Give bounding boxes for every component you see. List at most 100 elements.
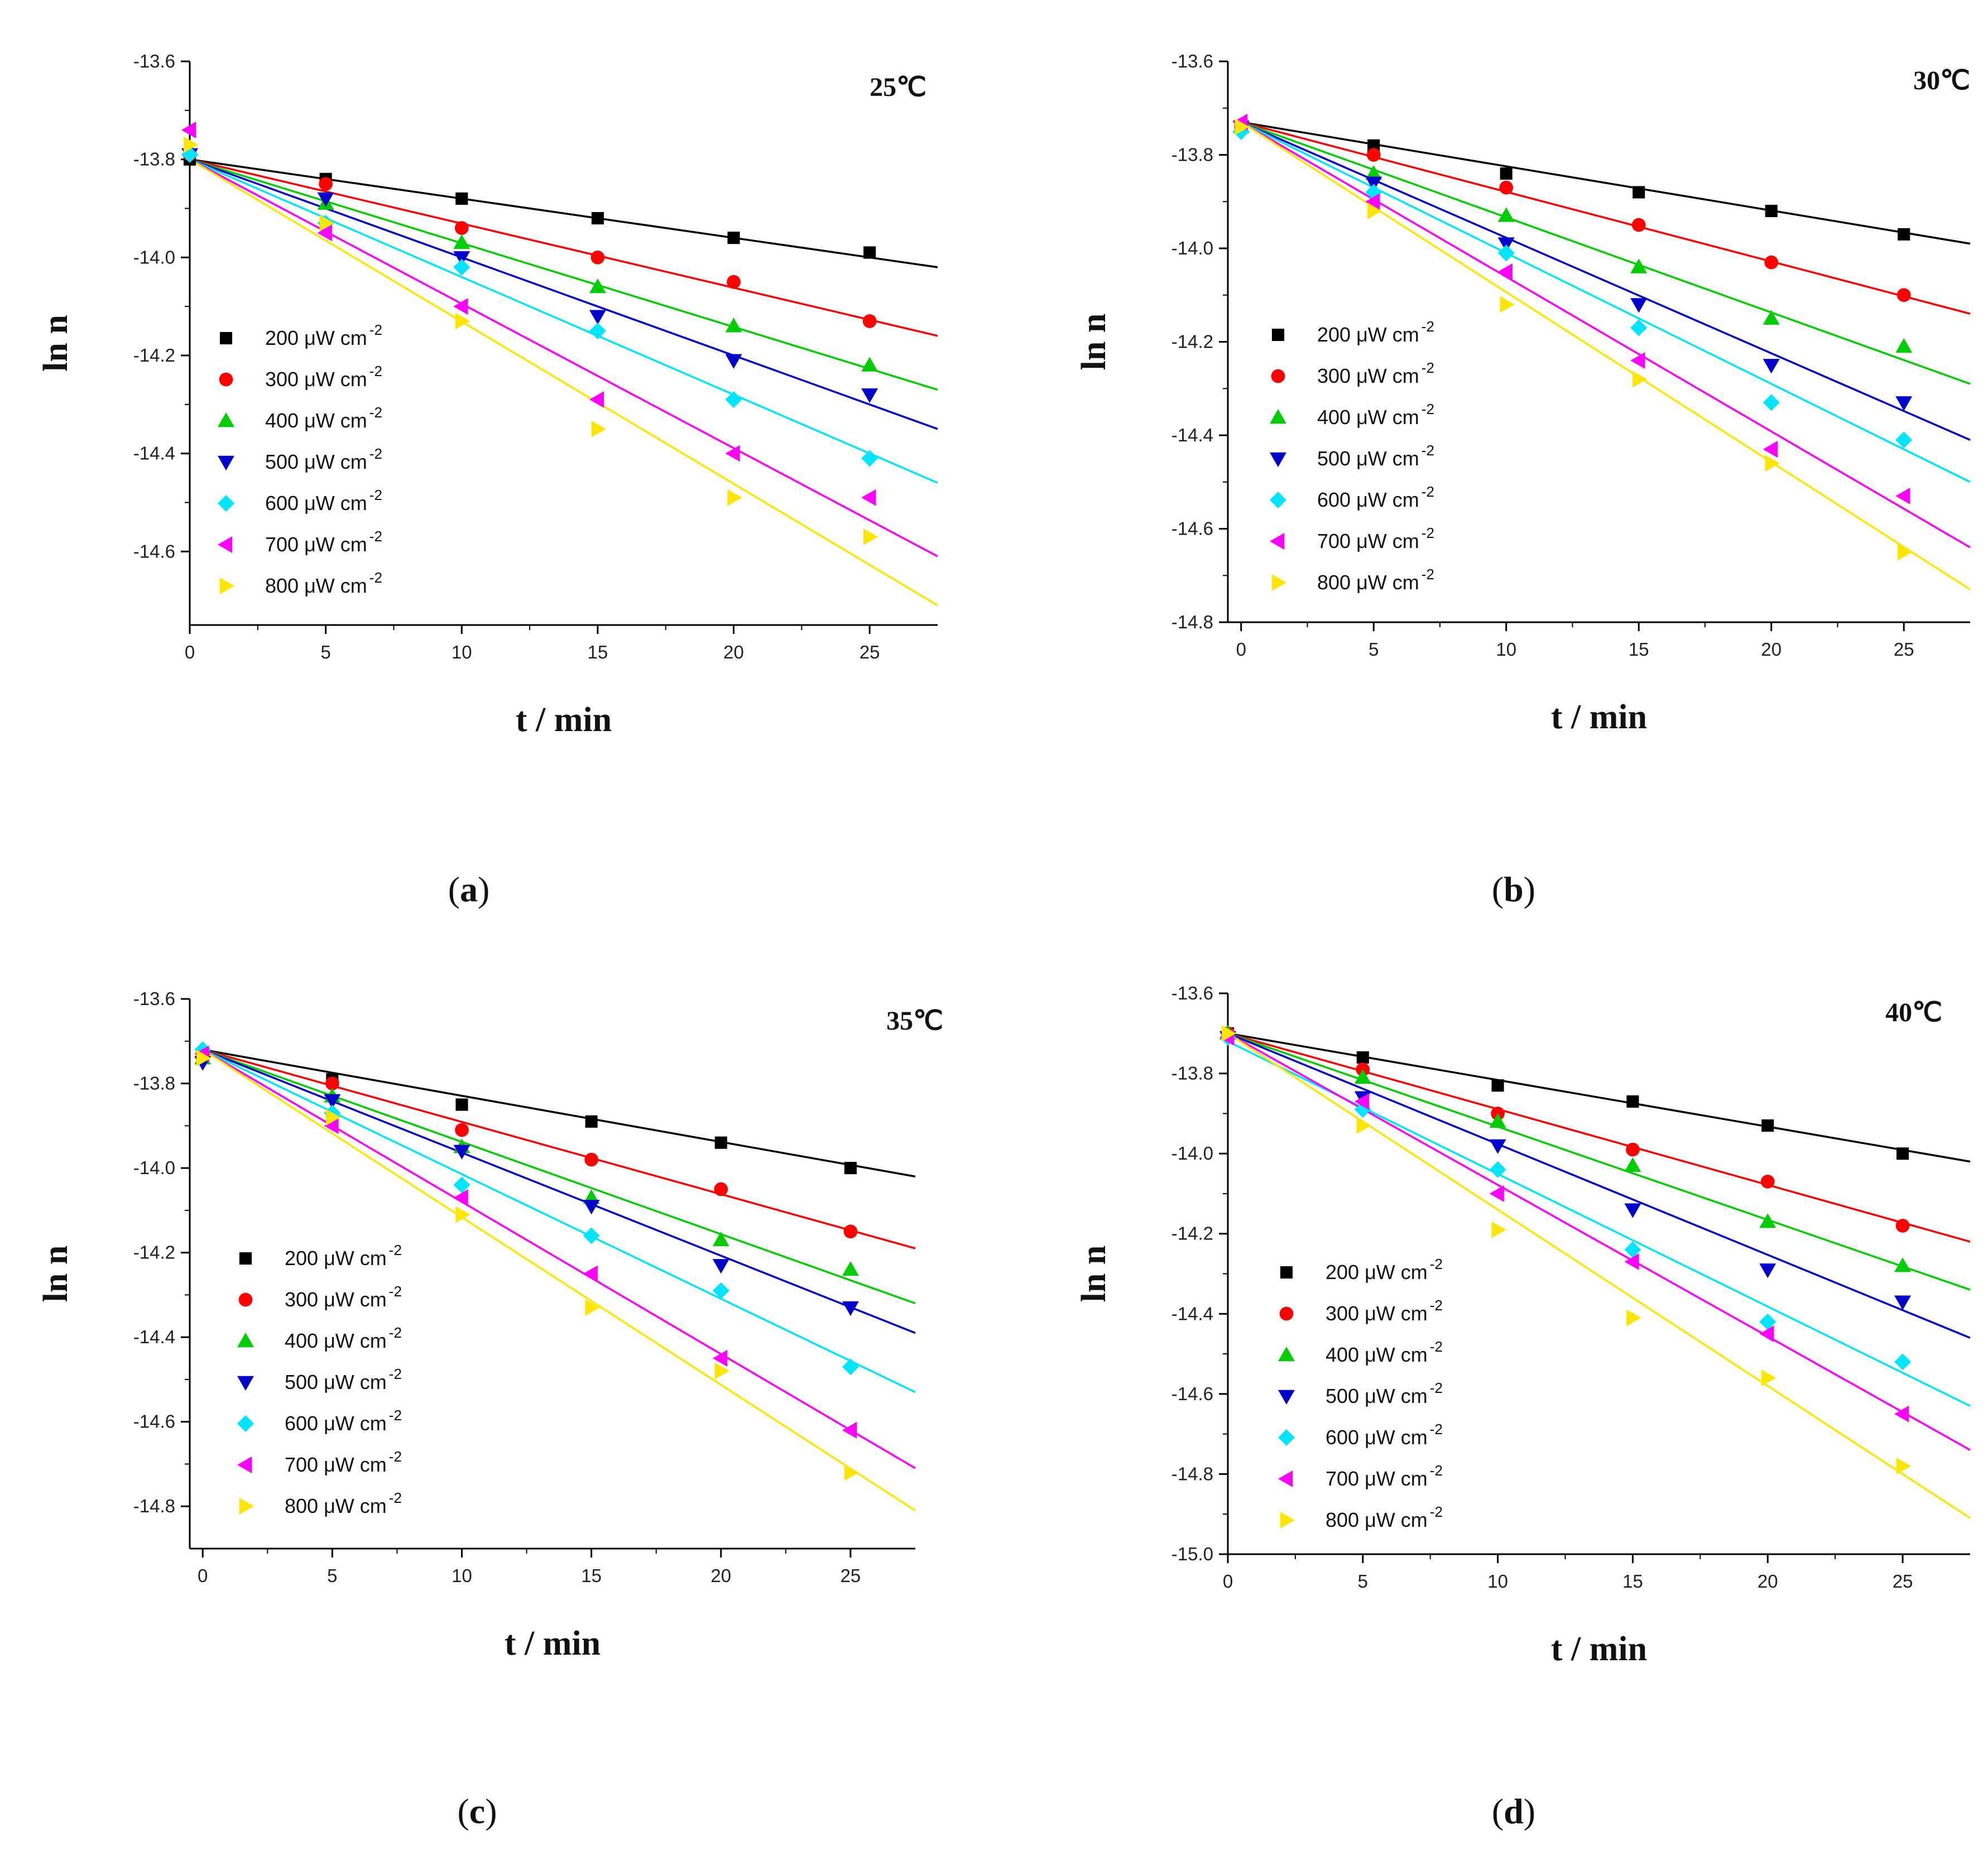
legend-label: 700 μW cm -2: [1326, 1462, 1443, 1490]
y-tick-label: -14.0: [133, 1157, 175, 1178]
legend-marker: [218, 536, 233, 553]
data-point: [1624, 1203, 1641, 1218]
data-point: [1759, 1263, 1776, 1279]
legend-marker: [219, 372, 233, 387]
x-tick-label: 0: [1223, 1571, 1233, 1592]
y-tick-label: -14.4: [1171, 425, 1213, 445]
data-point: [325, 1076, 339, 1090]
y-tick-label: -15.0: [1171, 1544, 1213, 1564]
fit-line-3: [189, 158, 938, 391]
panel-title: 25℃: [870, 73, 926, 102]
legend-marker: [219, 578, 234, 594]
data-point: [1760, 1175, 1775, 1189]
legend-marker: [1278, 1429, 1295, 1446]
y-tick-label: -13.6: [133, 988, 175, 1009]
data-point: [324, 1117, 339, 1135]
y-tick-label: -13.6: [133, 51, 175, 71]
x-tick-label: 20: [723, 642, 744, 662]
data-point: [861, 357, 878, 372]
data-point: [714, 1182, 728, 1196]
fit-line-5: [1240, 121, 1971, 483]
legend-label: 500 μW cm -2: [265, 445, 382, 473]
legend-label: 400 μW cm -2: [265, 404, 382, 432]
data-point: [1763, 441, 1778, 458]
data-point: [1765, 455, 1780, 472]
data-point: [1894, 1405, 1909, 1422]
legend-label: 300 μW cm -2: [1326, 1297, 1443, 1325]
data-point: [1895, 338, 1913, 353]
legend-marker: [1271, 574, 1286, 591]
x-tick-label: 15: [581, 1565, 602, 1586]
data-point: [1354, 1093, 1370, 1110]
data-point: [181, 122, 196, 138]
y-tick-label: -14.0: [1171, 238, 1213, 258]
data-point: [1489, 1185, 1504, 1202]
data-point: [1759, 1313, 1776, 1330]
fit-line-4: [202, 1049, 916, 1334]
legend-label: 400 μW cm -2: [285, 1324, 402, 1352]
data-point: [1235, 118, 1250, 136]
panel-title: 35℃: [886, 1006, 943, 1036]
y-axis-label: ln n: [1075, 314, 1113, 371]
legend-marker: [1278, 1470, 1293, 1487]
fit-line-1: [202, 1049, 916, 1177]
legend-marker: [237, 1457, 252, 1473]
data-point: [1764, 255, 1779, 270]
legend-marker: [1279, 1306, 1294, 1321]
legend-marker: [218, 412, 234, 427]
data-point: [1896, 288, 1911, 302]
data-point: [712, 1282, 729, 1299]
data-point: [1626, 1095, 1639, 1108]
legend-label: 800 μW cm -2: [1326, 1503, 1443, 1531]
legend-label: 500 μW cm -2: [1326, 1380, 1443, 1407]
y-tick-label: -14.2: [1171, 1223, 1213, 1244]
data-point: [183, 136, 198, 153]
legend-label: 800 μW cm -2: [285, 1489, 402, 1517]
y-tick-label: -13.6: [1171, 983, 1213, 1003]
y-tick-label: -14.6: [1171, 518, 1213, 539]
data-point: [585, 1115, 598, 1128]
data-point: [589, 310, 606, 325]
x-tick-label: 10: [1496, 639, 1516, 660]
data-point: [1761, 1119, 1774, 1132]
data-point: [1895, 487, 1910, 504]
data-point: [1366, 148, 1381, 162]
data-point: [1632, 186, 1645, 199]
x-tick-label: 0: [198, 1565, 208, 1586]
chart-panel-4: 0 5 10 15 20 25 -13.6 -13.8 -14.0 -14.2 -14.4 -14.6…: [1075, 983, 1971, 1668]
data-point: [584, 1152, 598, 1167]
data-point: [1365, 184, 1382, 201]
x-tick-label: 5: [327, 1565, 337, 1586]
data-point: [1895, 396, 1913, 411]
data-point: [196, 1050, 212, 1067]
data-point: [1356, 1117, 1371, 1134]
data-point: [1759, 1213, 1776, 1228]
data-point: [1765, 204, 1778, 218]
y-tick-label: -14.4: [133, 1326, 175, 1347]
data-point: [590, 250, 605, 265]
y-tick-label: -14.4: [133, 443, 175, 464]
data-point: [589, 278, 606, 294]
fit-line-7: [202, 1049, 916, 1512]
data-point: [1624, 1157, 1641, 1172]
data-point: [1500, 296, 1515, 313]
x-tick-label: 5: [1358, 1571, 1368, 1592]
fit-line-4: [1241, 121, 1971, 441]
data-point: [1763, 359, 1780, 374]
y-axis-label: ln n: [37, 1246, 75, 1303]
x-tick-label: 25: [859, 642, 880, 662]
data-point: [714, 1362, 729, 1380]
data-point: [1491, 1221, 1506, 1238]
data-point: [727, 232, 740, 244]
fit-line-3: [1227, 1032, 1971, 1291]
x-tick-label: 15: [588, 642, 608, 662]
legend-label: 200 μW cm -2: [1326, 1256, 1443, 1284]
data-point: [1499, 180, 1514, 195]
legend-label: 600 μW cm -2: [1326, 1421, 1443, 1449]
data-point: [1365, 193, 1380, 210]
fit-line-6: [1240, 121, 1971, 549]
data-point: [725, 318, 742, 333]
data-point: [727, 275, 741, 289]
legend-marker: [218, 495, 234, 512]
